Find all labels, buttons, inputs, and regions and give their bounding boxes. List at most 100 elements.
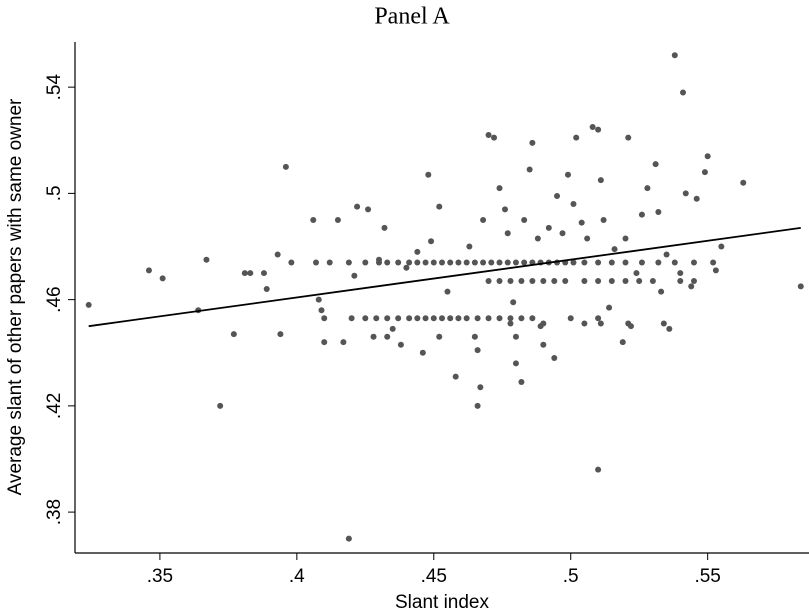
point — [277, 331, 284, 338]
point — [274, 251, 281, 258]
point — [521, 216, 528, 223]
point — [422, 315, 429, 322]
point — [370, 333, 377, 340]
point — [362, 315, 369, 322]
point — [230, 331, 237, 338]
point — [395, 259, 402, 266]
x-tick-label: .45 — [421, 566, 447, 587]
point — [638, 259, 645, 266]
point — [145, 267, 152, 274]
point — [718, 243, 725, 250]
point — [444, 288, 451, 295]
point — [485, 131, 492, 138]
point — [430, 259, 437, 266]
point — [425, 171, 432, 178]
point — [436, 203, 443, 210]
point — [496, 315, 503, 322]
point — [562, 278, 569, 285]
point — [406, 259, 413, 266]
point — [414, 259, 421, 266]
point — [321, 315, 328, 322]
y-tick-label: .38 — [44, 499, 65, 525]
point — [567, 315, 574, 322]
point — [740, 179, 747, 186]
point — [263, 286, 270, 293]
point — [529, 315, 536, 322]
point — [384, 333, 391, 340]
point — [595, 126, 602, 133]
point — [381, 224, 388, 231]
point — [682, 190, 689, 197]
point — [365, 206, 372, 213]
point — [340, 339, 347, 346]
x-tick-label: .35 — [147, 566, 173, 587]
point — [518, 315, 525, 322]
point — [595, 278, 602, 285]
point — [597, 320, 604, 327]
point — [466, 243, 473, 250]
point — [606, 304, 613, 311]
point — [455, 259, 462, 266]
point — [389, 325, 396, 332]
point — [671, 52, 678, 59]
point — [595, 259, 602, 266]
point — [348, 315, 355, 322]
point — [559, 230, 566, 237]
point — [384, 259, 391, 266]
point — [512, 360, 519, 367]
point — [633, 270, 640, 277]
point — [584, 235, 591, 242]
chart-title: Panel A — [374, 4, 450, 30]
point — [351, 272, 358, 279]
point — [384, 315, 391, 322]
x-tick-label: .55 — [694, 566, 720, 587]
point — [463, 259, 470, 266]
point — [622, 259, 629, 266]
point — [354, 203, 361, 210]
point — [376, 256, 383, 263]
point — [436, 333, 443, 340]
point — [649, 278, 656, 285]
point — [660, 320, 667, 327]
point — [712, 267, 719, 274]
point — [693, 195, 700, 202]
y-tick-label: .42 — [44, 393, 65, 419]
point — [644, 185, 651, 192]
point — [518, 378, 525, 385]
point — [455, 315, 462, 322]
x-tick-label: .5 — [563, 566, 579, 587]
point — [447, 315, 454, 322]
point — [581, 320, 588, 327]
point — [529, 139, 536, 146]
point — [545, 224, 552, 231]
point — [496, 259, 503, 266]
point — [540, 341, 547, 348]
point — [797, 283, 804, 290]
point — [570, 201, 577, 208]
point — [677, 270, 684, 277]
point — [474, 402, 481, 409]
point — [419, 349, 426, 356]
point — [504, 259, 511, 266]
point — [477, 384, 484, 391]
point — [422, 259, 429, 266]
point — [611, 246, 618, 253]
point — [666, 325, 673, 332]
point — [589, 123, 596, 130]
fit-line — [88, 227, 801, 328]
point — [321, 339, 328, 346]
point — [551, 278, 558, 285]
point — [537, 323, 544, 330]
point — [655, 259, 662, 266]
point — [501, 206, 508, 213]
point — [507, 315, 514, 322]
point — [496, 185, 503, 192]
x-axis-label: Slant index — [395, 592, 490, 613]
point — [159, 275, 166, 282]
point — [688, 283, 695, 290]
point — [622, 235, 629, 242]
point — [529, 278, 536, 285]
point — [362, 259, 369, 266]
point — [491, 134, 498, 141]
